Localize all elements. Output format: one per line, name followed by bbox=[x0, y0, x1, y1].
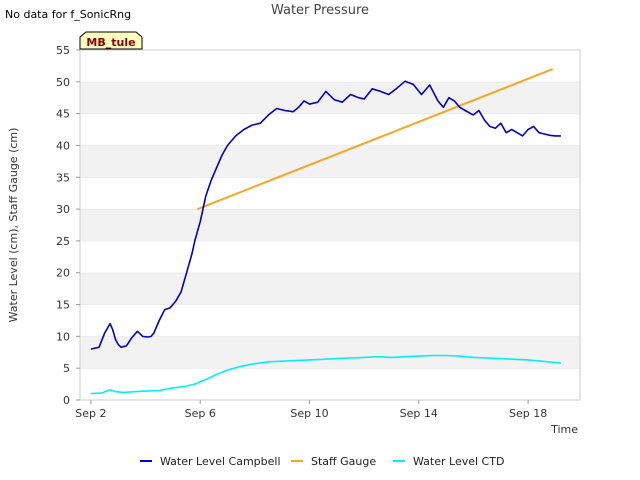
no-data-note: No data for f_SonicRng bbox=[5, 8, 131, 21]
site-badge: MB_tule bbox=[79, 31, 143, 50]
grid-band bbox=[80, 177, 580, 210]
y-tick-label: 20 bbox=[56, 267, 70, 280]
grid-band bbox=[80, 209, 580, 241]
grid-band bbox=[80, 113, 580, 146]
y-tick-label: 40 bbox=[56, 139, 70, 152]
y-axis: 0 5 10 15 20 25 30 35 40 45 50 55 bbox=[56, 44, 80, 407]
series-layer bbox=[90, 68, 561, 395]
badge-label: MB_tule bbox=[86, 36, 135, 49]
x-tick-label: Sep 10 bbox=[290, 407, 328, 420]
x-axis-label: Time bbox=[550, 423, 578, 436]
grid-band bbox=[80, 368, 580, 400]
grid-band bbox=[80, 50, 580, 82]
badge-shape bbox=[79, 31, 143, 50]
legend-label-staff-gauge: Staff Gauge bbox=[311, 455, 376, 468]
x-tick-label: Sep 6 bbox=[185, 407, 216, 420]
y-tick-label: 30 bbox=[56, 203, 70, 216]
y-tick-label: 10 bbox=[56, 330, 70, 343]
y-tick-label: 0 bbox=[63, 394, 70, 407]
y-axis-label: Water Level (cm), Staff Gauge (cm) bbox=[7, 128, 20, 323]
grid-band bbox=[80, 240, 580, 273]
grid-bands bbox=[80, 49, 580, 400]
series-line-staff-gauge bbox=[197, 68, 554, 211]
grid-band bbox=[80, 81, 580, 114]
x-tick-label: Sep 2 bbox=[75, 407, 106, 420]
y-tick-label: 15 bbox=[56, 299, 70, 312]
grid-band bbox=[80, 304, 580, 337]
x-tick-label: Sep 14 bbox=[400, 407, 438, 420]
chart-title: Water Pressure bbox=[271, 3, 369, 18]
plot-frame bbox=[79, 49, 581, 401]
legend-label-water-level-ctd: Water Level CTD bbox=[413, 455, 504, 468]
legend-label-water-level-campbell: Water Level Campbell bbox=[160, 455, 281, 468]
series-line-water-level-campbell bbox=[90, 80, 561, 350]
y-tick-label: 35 bbox=[56, 171, 70, 184]
x-tick-label: Sep 18 bbox=[509, 407, 547, 420]
y-tick-label: 50 bbox=[56, 76, 70, 89]
y-tick-label: 5 bbox=[63, 362, 70, 375]
y-tick-label: 55 bbox=[56, 44, 70, 57]
y-tick-label: 25 bbox=[56, 235, 70, 248]
x-axis: Sep 2 Sep 6 Sep 10 Sep 14 Sep 18 bbox=[75, 400, 547, 420]
grid-band bbox=[80, 272, 580, 305]
y-tick-label: 45 bbox=[56, 108, 70, 121]
legend: Water Level Campbell Staff Gauge Water Lev… bbox=[140, 455, 504, 468]
grid-band bbox=[80, 145, 580, 178]
series-line-water-level-ctd bbox=[90, 354, 561, 395]
grid-band bbox=[80, 336, 580, 369]
